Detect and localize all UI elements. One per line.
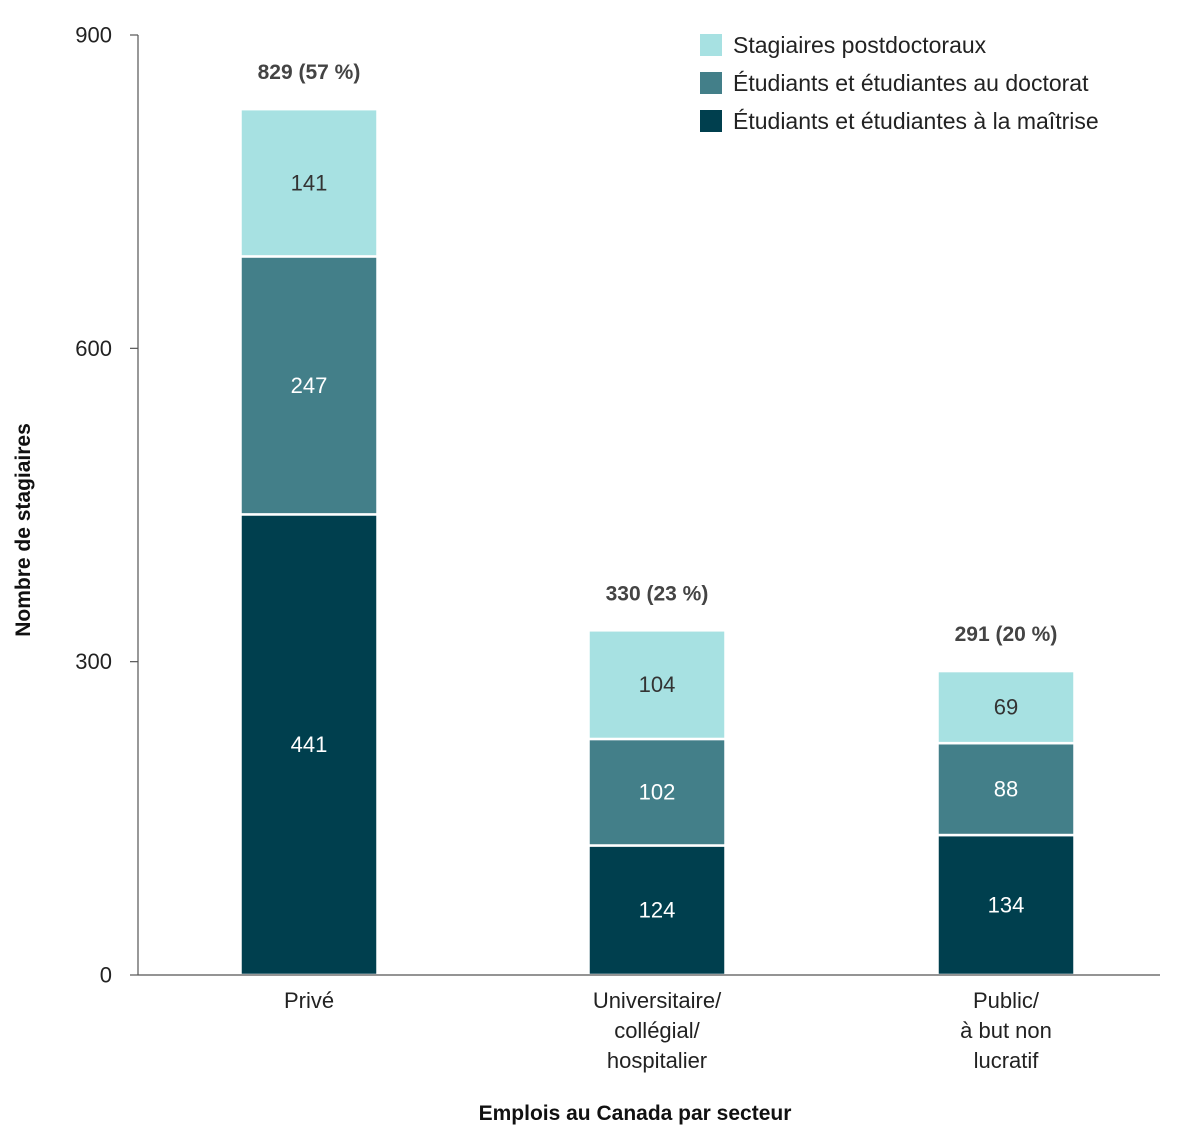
bar-total-label: 829 (57 %) [258,61,361,84]
x-category-label: Privé [284,988,334,1013]
legend-swatch [700,34,722,56]
x-category-label: Public/à but non lucratif [960,988,1052,1073]
bar-value-label: 102 [639,780,676,805]
bar-value-label: 69 [994,695,1018,720]
bar-segment [239,513,379,977]
x-axis: Privé Universitaire/collégial/hospitalier… [138,974,1160,1073]
bar-segment [239,107,379,258]
bar-value-label: 134 [988,893,1025,918]
x-category-label: Universitaire/collégial/hospitalier [593,988,722,1073]
y-tick-label: 300 [75,649,112,674]
bar-segment [936,741,1076,837]
bars-group: 441 247 141 829 (57 %) 124 102 104 330 (23 %) 13… [239,61,1076,977]
bar-segment [239,255,379,516]
legend-swatch [700,72,722,94]
legend-label: Stagiaires postdoctoraux [733,32,987,58]
bar-value-label: 104 [639,672,676,697]
x-axis-title: Emplois au Canada par secteur [479,1102,792,1125]
bar-total-label: 291 (20 %) [955,623,1058,646]
legend-label: Étudiants et étudiantes au doctorat [733,70,1089,96]
bar-value-label: 247 [291,373,328,398]
bar-value-label: 124 [639,898,676,923]
bar-total-label: 330 (23 %) [606,582,709,605]
bar-value-label: 441 [291,732,328,757]
bar-value-label: 141 [291,170,328,195]
y-tick-label: 0 [100,963,112,988]
y-tick-label: 600 [75,336,112,361]
bar-value-label: 88 [994,777,1018,802]
bar-segment [936,833,1076,977]
legend: Stagiaires postdoctoraux Étudiants et étu… [700,32,1099,134]
y-axis: 0 300 600 900 [75,23,139,988]
legend-swatch [700,110,722,132]
bar-segment [587,629,727,741]
legend-label: Étudiants et étudiantes à la maîtrise [733,108,1099,134]
bar-segment [936,669,1076,745]
y-axis-title: Nombre de stagiaires [12,423,35,637]
y-tick-label: 900 [75,23,112,48]
